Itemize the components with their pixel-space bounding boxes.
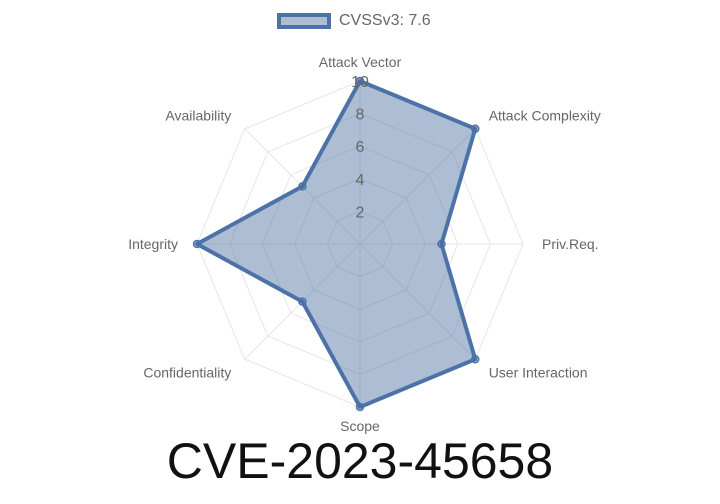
- data-point[interactable]: [298, 297, 307, 306]
- axis-labels: Attack Vector Attack Complexity Priv.Req. U…: [128, 54, 601, 434]
- legend-label: CVSSv3: 7.6: [339, 12, 431, 29]
- radial-ticks: 2 4 6 8 10: [351, 74, 369, 221]
- grid-spoke: [359, 128, 476, 245]
- legend-swatch: [277, 13, 331, 29]
- tick-label: 4: [356, 172, 365, 189]
- tick-label: 10: [351, 74, 369, 91]
- series-area: [195, 79, 478, 409]
- data-point[interactable]: [437, 239, 446, 249]
- data-point[interactable]: [471, 355, 480, 364]
- legend[interactable]: CVSSv3: 7.6: [277, 12, 431, 30]
- axis-label: Priv.Req.: [542, 236, 599, 252]
- data-point[interactable]: [298, 182, 307, 191]
- axis-label: Attack Complexity: [489, 107, 601, 123]
- radar-series: [192, 76, 480, 412]
- axis-label: Availability: [165, 107, 231, 123]
- axis-label: Integrity: [128, 236, 178, 252]
- data-point[interactable]: [355, 402, 365, 412]
- tick-label: 6: [356, 139, 365, 156]
- axis-label: Scope: [340, 418, 380, 434]
- radar-grid: [196, 80, 524, 408]
- cve-title: CVE-2023-45658: [166, 433, 554, 489]
- axis-label: User Interaction: [489, 365, 588, 381]
- data-point[interactable]: [192, 239, 202, 249]
- data-point[interactable]: [471, 124, 480, 133]
- axis-label: Attack Vector: [319, 54, 402, 70]
- tick-label: 2: [356, 204, 365, 221]
- axis-label: Confidentiality: [143, 365, 231, 381]
- grid-spoke: [359, 243, 476, 360]
- data-point[interactable]: [355, 76, 365, 86]
- tick-label: 8: [356, 107, 365, 124]
